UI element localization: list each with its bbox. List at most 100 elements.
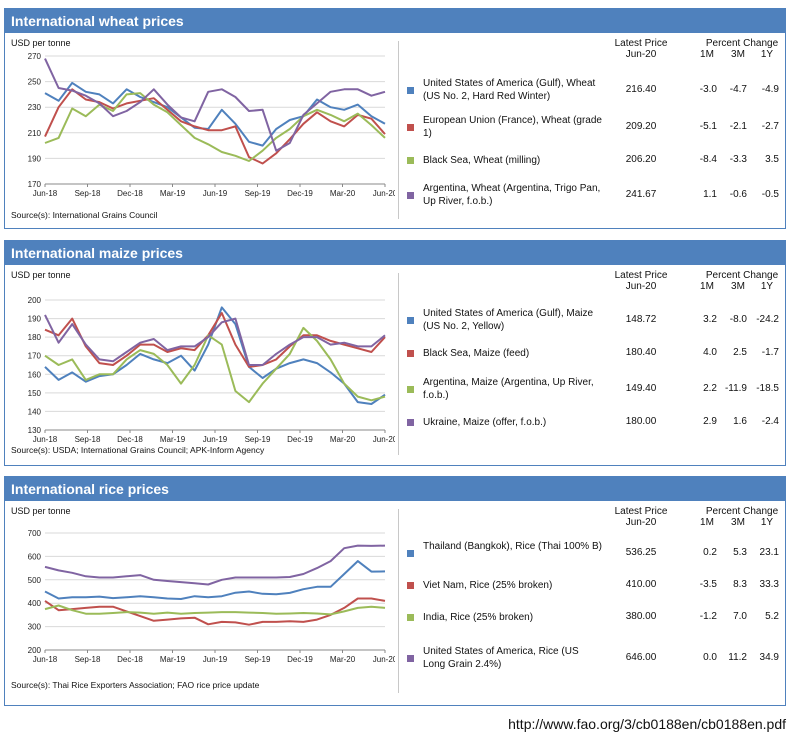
x-tick-label: Mar-20 [330,655,356,664]
change-1m: 2.2 [703,383,717,394]
change-1m: 0.2 [703,547,717,558]
change-1y: -4.9 [761,84,779,95]
change-1y: 3.5 [765,154,779,165]
y-tick-label: 210 [28,129,42,138]
change-1m: 1.1 [703,189,717,200]
change-3m: -2.1 [729,121,747,132]
latest-price: 216.40 [625,84,657,95]
y-tick-label: 250 [28,78,42,87]
series-line [44,560,386,600]
change-3m: -0.6 [729,189,747,200]
x-tick-label: Jun-19 [203,189,228,198]
wheat-chart: 170 190 210 230 250 270 Jun-18 Sep-18 Dec-18 Mar-… [28,52,395,198]
series-name: Ukraine, Maize (offer, f.o.b.) [423,417,547,428]
legend-swatch [407,550,414,557]
x-tick-label: Mar-20 [330,435,356,444]
legend-swatch [407,419,414,426]
change-1m: 3.2 [703,314,717,325]
change-1y: -2.7 [761,121,779,132]
change-1m: 2.9 [703,416,717,427]
latest-price: 646.00 [625,652,657,663]
legend-swatch [407,192,414,199]
y-tick-label: 700 [28,529,42,538]
legend-swatch [407,350,414,357]
series-name: India, Rice (25% broken) [423,612,534,623]
legend-swatch [407,124,414,131]
latest-price-header: Latest Price Jun-20 [614,38,668,60]
change-1y: 5.2 [765,611,779,622]
series-name: European Union (France), Wheat (grade 1) [423,115,602,139]
y-tick-label: 500 [28,576,42,585]
change-3m: 11.2 [728,652,747,663]
x-tick-label: Sep-18 [75,189,101,198]
series-line [44,326,386,404]
change-3m: -11.9 [724,383,747,394]
latest-price-header: Latest Price Jun-20 [614,270,668,292]
x-tick-label: Dec-18 [117,435,143,444]
series-line [44,92,386,162]
latest-price: 380.00 [625,611,657,622]
wheat-ylabel: USD per tonne [11,38,71,48]
legend-swatch [407,655,414,662]
series-name: United States of America (Gulf), Maize (… [423,308,594,332]
series-line [44,88,386,165]
change-1m: -3.0 [699,84,717,95]
change-3m: 7.0 [733,611,747,622]
x-tick-label: Dec-18 [117,655,143,664]
rice-chart-area: USD per tonne 200 300 400 500 600 700 Jun-18 Se… [5,502,395,690]
x-tick-label: Jun-19 [203,435,228,444]
change-3m: 1.6 [733,416,747,427]
y-tick-label: 600 [28,552,42,561]
rice-panel-title: International rice prices [5,477,785,501]
x-tick-label: Jun-19 [203,655,228,664]
latest-price: 410.00 [625,579,657,590]
change-1m: -8.4 [699,154,717,165]
x-tick-label: Jun-20 [373,655,395,664]
rice-source: Source(s): Thai Rice Exporters Associati… [11,680,260,690]
latest-price-header: Latest Price Jun-20 [614,506,668,528]
change-1m: -1.2 [699,611,717,622]
legend-swatch [407,87,414,94]
y-tick-label: 180 [28,333,42,342]
wheat-source: Source(s): International Grains Council [11,210,158,220]
series-name: Black Sea, Wheat (milling) [423,155,541,166]
series-line [44,314,386,366]
x-tick-label: Dec-18 [117,189,143,198]
latest-price: 149.40 [625,383,657,394]
wheat-chart-area: USD per tonne 170 190 210 230 250 270 Jun-18 Se… [5,34,395,220]
y-tick-label: 200 [28,646,42,655]
x-tick-label: Sep-19 [245,189,271,198]
source-url[interactable]: http://www.fao.org/3/cb0188en/cb0188en.p… [508,716,786,732]
y-tick-label: 140 [28,407,42,416]
x-tick-label: Dec-19 [287,655,313,664]
change-1m: 4.0 [703,347,717,358]
x-tick-label: Jun-20 [373,189,395,198]
series-name: Viet Nam, Rice (25% broken) [423,580,553,591]
legend-swatch [407,386,414,393]
rice-ylabel: USD per tonne [11,506,71,516]
x-tick-label: Mar-20 [330,189,356,198]
x-tick-label: Mar-19 [160,435,186,444]
series-name: United States of America (Gulf), Wheat (… [423,78,596,102]
y-tick-label: 190 [28,315,42,324]
y-tick-label: 200 [28,296,42,305]
change-3m: 5.3 [733,547,747,558]
series-line [44,604,386,616]
x-tick-label: Dec-19 [287,435,313,444]
series-line [44,597,386,626]
change-1y: -1.7 [761,347,779,358]
wheat-panel-title: International wheat prices [5,9,785,33]
change-3m: -3.3 [729,154,747,165]
change-1y: 23.1 [759,547,779,558]
series-name: Black Sea, Maize (feed) [423,348,530,359]
maize-panel-title: International maize prices [5,241,785,265]
latest-price: 241.67 [625,189,657,200]
wheat-panel: International wheat prices USD per tonne… [4,8,786,229]
x-tick-label: Sep-18 [75,655,101,664]
y-tick-label: 270 [28,52,42,61]
y-tick-label: 150 [28,389,42,398]
x-tick-label: Sep-18 [75,435,101,444]
latest-price: 148.72 [625,314,657,325]
series-name: Thailand (Bangkok), Rice (Thai 100% B) [423,541,602,552]
x-tick-label: Dec-19 [287,189,313,198]
